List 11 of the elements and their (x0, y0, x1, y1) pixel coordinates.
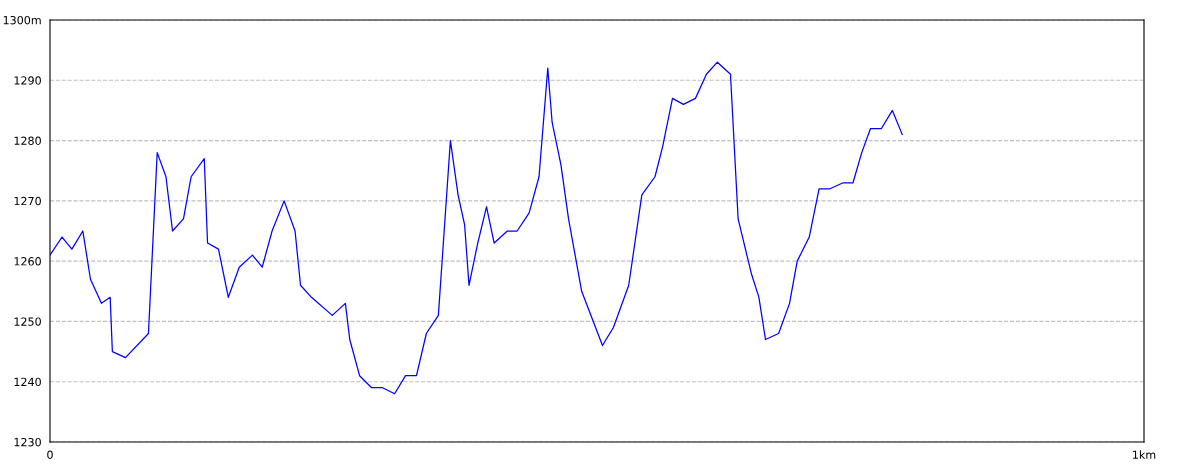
y-tick-label: 1270 (14, 196, 41, 206)
x-tick-label: 1km (1133, 450, 1156, 459)
y-tick-label: 1230 (14, 437, 41, 447)
y-tick-label: 1300m (3, 15, 41, 25)
y-tick-label: 1240 (14, 377, 41, 387)
y-tick-label: 1260 (14, 257, 41, 266)
x-tick-label: 0 (47, 450, 53, 459)
y-tick-label: 1250 (14, 317, 41, 326)
line-series (50, 61, 903, 395)
y-tick-label: 1290 (14, 76, 41, 85)
y-tick-label: 1280 (14, 136, 41, 145)
